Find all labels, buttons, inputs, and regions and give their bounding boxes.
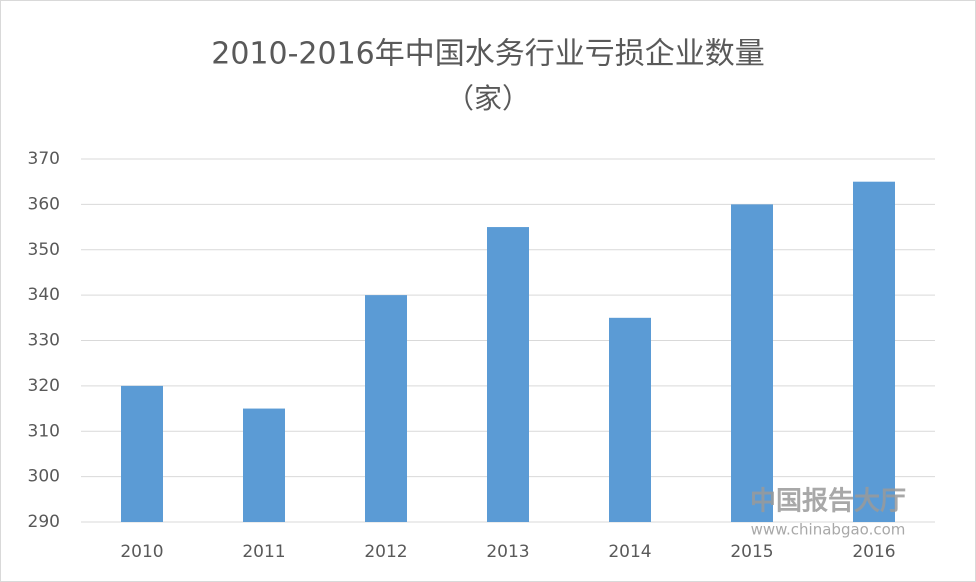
bar bbox=[487, 227, 529, 522]
watermark-name: 中国报告大厅 bbox=[750, 486, 906, 517]
bar bbox=[243, 408, 285, 522]
chart-title: 2010-2016年中国水务行业亏损企业数量 bbox=[211, 37, 765, 72]
y-tick-label: 290 bbox=[28, 512, 60, 532]
x-tick-label: 2013 bbox=[486, 542, 529, 562]
y-tick-label: 370 bbox=[28, 149, 60, 169]
y-tick-label: 360 bbox=[28, 194, 60, 214]
bar bbox=[731, 204, 773, 522]
y-tick-label: 340 bbox=[28, 285, 60, 305]
watermark-url: www.chinabgao.com bbox=[751, 521, 906, 539]
x-tick-label: 2014 bbox=[608, 542, 651, 562]
y-tick-label: 300 bbox=[28, 467, 60, 487]
bar bbox=[121, 385, 163, 522]
chart-subtitle: （家） bbox=[446, 82, 530, 115]
x-tick-label: 2011 bbox=[242, 542, 285, 562]
x-tick-label: 2010 bbox=[120, 542, 163, 562]
y-tick-label: 320 bbox=[28, 376, 60, 396]
bar bbox=[853, 181, 895, 522]
y-tick-label: 350 bbox=[28, 240, 60, 260]
x-tick-label: 2015 bbox=[730, 542, 773, 562]
y-tick-label: 330 bbox=[28, 331, 60, 351]
bar bbox=[609, 317, 651, 522]
x-tick-label: 2012 bbox=[364, 542, 407, 562]
x-tick-label: 2016 bbox=[852, 542, 895, 562]
bar bbox=[365, 295, 407, 522]
y-tick-label: 310 bbox=[28, 421, 60, 441]
